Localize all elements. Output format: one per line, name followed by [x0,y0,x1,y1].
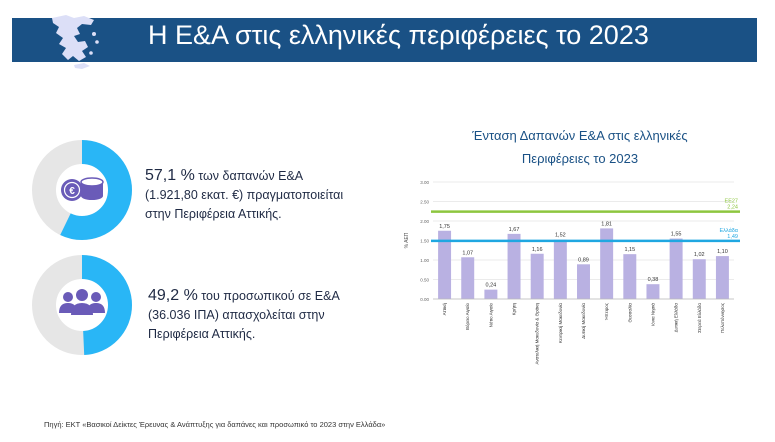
expenditure-line2: (1.921,80 εκατ. €) πραγματοποιείται [145,188,344,202]
y-tick-label: 2.00 [420,219,429,224]
x-tick-label: Ήπειρος [604,302,609,321]
bar [461,257,475,299]
personnel-line1: του προσωπικού σε Ε&Α [197,289,340,303]
x-tick-label: Αττική [441,303,447,316]
personnel-line2: (36.036 ΙΠΑ) απασχολείται στην [148,308,325,322]
donut-fill [32,140,132,240]
expenditure-donut: € [32,140,132,240]
x-tick-label: Ιόνια Νησιά [649,303,655,326]
bar-value-label: 0,89 [578,257,589,263]
reference-line-name: Ελλάδα [719,227,738,234]
svg-text:€: € [69,186,75,197]
bar [692,259,706,299]
personnel-donut [32,255,132,355]
x-tick-label: Θεσσαλία [627,303,632,323]
bar-value-label: 1,15 [624,247,635,253]
bar-value-label: 1,07 [462,250,473,256]
bar-value-label: 1,75 [439,224,450,230]
x-tick-label: Πελοπόννησος [719,302,725,333]
bar-value-label: 1,02 [694,252,705,258]
y-tick-label: 1.50 [420,239,429,244]
reference-line-name: ΕΕ27 [725,199,738,205]
bar [530,253,544,299]
bar [438,230,452,299]
bar [646,284,660,299]
reference-line-value: 2,24 [727,205,738,211]
chart-title: Ένταση Δαπανών Ε&Α στις ελληνικές Περιφέ… [430,124,730,170]
y-tick-label: 1.00 [420,258,429,263]
bar [553,239,567,299]
bar [715,256,729,299]
greece-map-icon [52,15,99,69]
bar-value-label: 1,81 [601,221,612,227]
personnel-percent: 49,2 % [148,287,198,304]
expenditure-line3: στην Περιφέρεια Αττικής. [145,207,282,221]
personnel-line3: Περιφέρεια Αττικής. [148,327,256,341]
x-tick-label: Νότιο Αιγαίο [487,303,493,328]
x-tick-label: Δυτική Ελλάδα [673,303,679,333]
bar [600,228,614,299]
y-tick-label: 3.00 [420,180,429,185]
x-tick-label: Κρήτη [511,303,517,316]
x-tick-label: Ανατολική Μακεδονία & Θράκη [534,303,540,365]
bar [623,254,637,299]
bar-value-label: 1,16 [532,247,543,253]
expenditure-stat-text: 57,1 % των δαπανών Ε&Α (1.921,80 εκατ. €… [145,166,343,224]
bar-value-label: 1,10 [717,249,728,255]
y-tick-label: 0.00 [420,297,429,302]
bar-value-label: 1,67 [509,227,520,233]
bar [484,289,498,299]
people-group-icon [59,289,105,315]
x-tick-label: Στερεά Ελλάδα [696,303,702,333]
chart-title-line2: Περιφέρειες το 2023 [521,151,639,166]
x-tick-label: Δυτική Μακεδονία [580,303,586,339]
bar-value-label: 0,24 [486,283,497,289]
bar-value-label: 1,55 [671,232,682,238]
chart-title-line1: Ένταση Δαπανών Ε&Α στις ελληνικές [472,128,688,143]
y-axis-label: % ΑΕΠ [404,232,410,248]
bar-value-label: 0,38 [648,277,659,283]
source-note: Πηγή: ΕΚΤ «Βασικοί Δείκτες Έρευνας & Ανά… [44,420,386,429]
bar [669,238,683,299]
y-tick-label: 2.50 [420,200,429,205]
y-tick-label: 0.50 [420,278,429,283]
page-title: Η Ε&Α στις ελληνικές περιφέρειες το 2023 [148,20,649,50]
donut-fill [32,255,132,355]
expenditure-line1: των δαπανών Ε&Α [194,169,304,183]
x-tick-label: Κεντρική Μακεδονία [557,303,563,343]
expenditure-percent: 57,1 % [145,167,195,184]
x-tick-label: Βόρειο Αιγαίο [464,303,470,330]
header-banner [12,18,757,62]
personnel-stat-text: 49,2 % του προσωπικού σε Ε&Α (36.036 ΙΠΑ… [148,286,340,344]
coins-euro-icon: € [61,177,104,201]
bar [507,233,521,299]
reference-line-value: 1,49 [727,234,738,240]
bar-value-label: 1,52 [555,233,566,239]
bar [577,264,590,299]
